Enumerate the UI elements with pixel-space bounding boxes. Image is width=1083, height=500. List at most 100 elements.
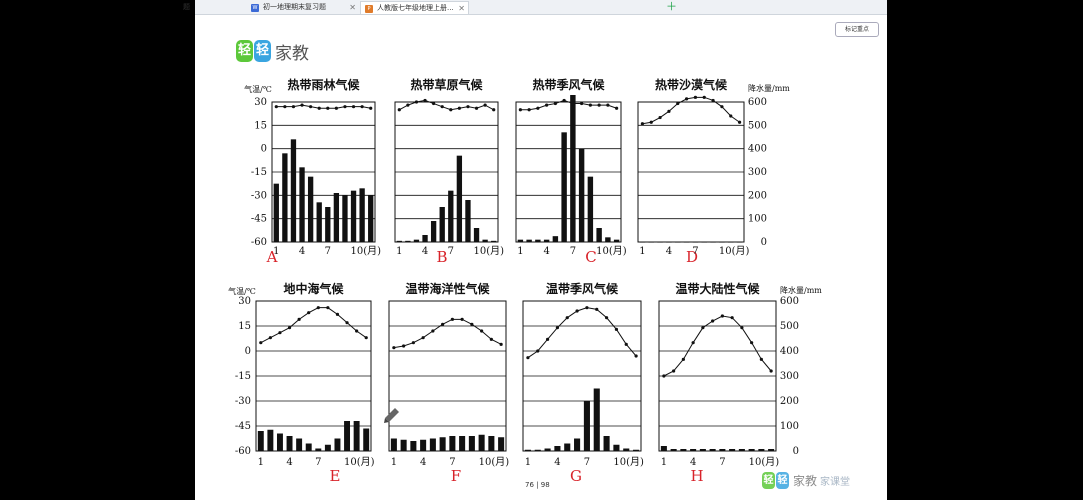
- temperature-point: [326, 106, 330, 110]
- precip-bar: [736, 241, 743, 243]
- temperature-point: [769, 369, 773, 373]
- logo-text-secondary: 家课堂: [820, 477, 851, 488]
- precip-bar: [552, 236, 559, 242]
- precip-tick-label: 300: [780, 371, 799, 382]
- temperature-point: [364, 336, 368, 340]
- temp-tick-label: 30: [238, 296, 251, 307]
- temperature-point: [711, 319, 715, 323]
- precip-bar: [613, 444, 620, 451]
- month-tick-label: 7: [570, 246, 576, 257]
- temperature-point: [369, 106, 373, 110]
- precip-bar: [448, 190, 454, 242]
- temperature-point: [431, 329, 435, 333]
- temperature-point: [414, 100, 419, 104]
- temperature-point: [750, 341, 754, 345]
- precip-bar: [639, 241, 646, 243]
- precip-bar: [491, 240, 497, 242]
- tab-geography-textbook[interactable]: P 人教版七年级地理上册... ✕: [360, 1, 469, 14]
- month-tick-label: 1: [396, 246, 402, 257]
- precip-bar: [768, 449, 775, 451]
- temp-tick-label: -60: [251, 237, 267, 248]
- precip-bar: [561, 132, 567, 242]
- temp-tick-label: -15: [251, 167, 267, 178]
- precip-bar: [353, 421, 360, 451]
- precip-bar: [543, 239, 550, 242]
- chart-title: 热带季风气候: [532, 77, 605, 92]
- temperature-point: [585, 306, 589, 310]
- precip-bar: [324, 444, 331, 451]
- precip-bar: [316, 202, 322, 242]
- temperature-point: [466, 105, 470, 109]
- temperature-point: [259, 341, 263, 345]
- precip-bar: [517, 239, 524, 242]
- temp-tick-label: -45: [251, 214, 267, 225]
- temp-tick-label: 15: [238, 321, 251, 332]
- precip-bar: [368, 195, 374, 242]
- precip-bar: [729, 449, 736, 451]
- pencil-icon[interactable]: [381, 404, 403, 430]
- chart-letter: F: [451, 467, 461, 485]
- temperature-point: [278, 331, 282, 335]
- month-tick-label: 1: [661, 457, 667, 468]
- precip-bar: [613, 239, 620, 242]
- month-tick-label: 4: [422, 246, 428, 257]
- temperature-point: [326, 306, 330, 310]
- precip-bar: [633, 449, 640, 451]
- precip-bar: [719, 241, 725, 243]
- precip-bar: [334, 438, 341, 451]
- precip-tick-label: 200: [748, 190, 767, 201]
- month-tick-label: 4: [286, 457, 292, 468]
- close-icon[interactable]: ✕: [349, 3, 356, 12]
- month-tick-label: 10(月): [351, 245, 382, 257]
- month-tick-label: 7: [584, 457, 590, 468]
- temperature-point: [624, 342, 628, 346]
- month-tick-label: 10(月): [613, 456, 644, 468]
- month-tick-label: 4: [666, 246, 672, 257]
- tab-review-questions[interactable]: W 初一地理期末复习题 ✕: [247, 1, 359, 14]
- close-icon[interactable]: ✕: [458, 4, 465, 13]
- temperature-point: [440, 105, 444, 109]
- precip-bar: [605, 237, 611, 242]
- chart-title: 温带季风气候: [546, 281, 619, 296]
- precip-bar: [449, 436, 456, 451]
- temperature-point: [667, 109, 671, 113]
- temperature-point: [702, 95, 706, 99]
- precip-bar: [554, 446, 561, 451]
- precip-bar: [526, 239, 532, 242]
- temperature-point: [274, 105, 278, 109]
- temperature-point: [526, 356, 530, 360]
- temperature-point: [268, 336, 272, 340]
- temperature-point: [297, 317, 301, 321]
- temperature-line: [393, 318, 502, 349]
- temperature-point: [287, 326, 292, 330]
- precip-axis-label: 降水量/mm: [748, 83, 790, 93]
- month-tick-label: 1: [517, 246, 523, 257]
- temperature-point: [634, 354, 638, 358]
- precip-tick-label: 600: [748, 97, 767, 108]
- precip-bar: [583, 401, 590, 451]
- chart-letter: E: [330, 467, 341, 485]
- precip-axis-label: 降水量/mm: [780, 285, 822, 295]
- chart-letter: H: [690, 467, 703, 485]
- add-tab-icon[interactable]: ＋: [666, 0, 677, 13]
- temperature-point: [729, 114, 733, 118]
- precip-bar: [578, 148, 585, 242]
- month-tick-label: 7: [692, 246, 698, 257]
- month-tick-label: 7: [449, 457, 455, 468]
- chart-title: 热带雨林气候: [287, 77, 360, 92]
- temperature-point: [649, 120, 653, 124]
- precip-bar: [342, 195, 348, 242]
- temp-tick-label: 30: [254, 97, 267, 108]
- tab-partial[interactable]: 题: [181, 1, 199, 14]
- month-tick-label: 1: [258, 457, 264, 468]
- precip-bar: [623, 448, 630, 451]
- logo-badge: 轻: [776, 472, 789, 489]
- precip-bar: [273, 183, 279, 242]
- temperature-point: [283, 105, 287, 109]
- precip-bar: [420, 439, 427, 451]
- precip-bar: [315, 448, 322, 451]
- temperature-point: [457, 106, 461, 110]
- mark-key-points-button[interactable]: 标记重点: [835, 22, 879, 37]
- precip-bar: [683, 241, 690, 243]
- precip-bar: [670, 449, 677, 451]
